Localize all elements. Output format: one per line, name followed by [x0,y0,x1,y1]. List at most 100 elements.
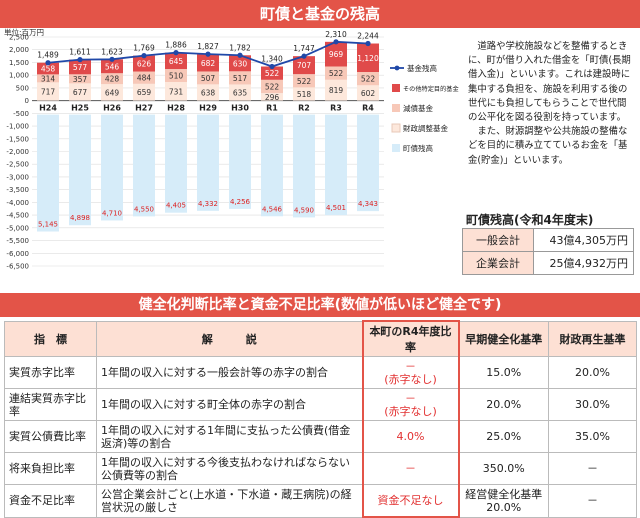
fund-bar [293,87,315,101]
indicator-description: 1年間の収入に対する町全体の赤字の割合 [96,388,363,421]
x-tick-label: R3 [330,104,342,113]
table-row: 資金不足比率 公営企業会計ごと(上水道・下水道・蔵王病院)の経営状況の厳しさ 資… [4,484,637,518]
fund-bar-label: 522 [297,77,312,86]
x-tick-label: H30 [231,104,249,113]
fund-bar [37,74,59,83]
debt-label: 4,550 [134,205,154,213]
early-standard-value: 20.0% [486,500,522,514]
fund-bar [165,82,187,101]
fund-total-label: 2,310 [325,30,347,39]
balance-row: 企業会計 25億4,932万円 [462,251,634,275]
ratio-table: 指 標 解 説 本町のR4年度比率 早期健全化基準 財政再生基準 実質赤字比率 … [4,320,637,518]
fund-bar [197,84,219,101]
description-paragraph-1: 道路や学校施設などを整備するときに、町が借り入れた借金を「町債(長期借入金)」と… [468,41,631,124]
fund-bar-label: 484 [137,74,152,83]
fund-total-point [45,60,51,66]
fund-total-point [237,52,243,58]
fund-bar-label: 428 [105,75,120,84]
balance-row: 一般会計 43億4,305万円 [462,228,634,252]
debt-label: 4,898 [70,214,90,222]
town-ratio: － [361,452,460,485]
balance-table: 一般会計 43億4,305万円 企業会計 25億4,932万円 [462,228,634,275]
fund-bar-label: 507 [201,74,216,83]
fund-bar [101,84,123,101]
fund-bar-label: 717 [41,87,56,96]
legend-label: その他特定目的基金 [403,85,459,93]
balance-label: 企業会計 [462,251,534,275]
fund-bar-label: 546 [105,62,120,71]
y-tick-label: -1,500 [6,135,29,143]
rebuild-standard: － [548,452,637,485]
fund-bar-label: 1,120 [357,54,379,63]
fund-total-label: 1,769 [133,44,155,53]
legend-swatch [391,123,401,133]
fund-bar [37,82,59,101]
fund-bar [197,54,219,72]
fund-bar [325,41,347,67]
y-tick-label: 2,500 [9,34,29,42]
fund-bar [133,83,155,101]
legend-label: 基金残高 [407,63,437,73]
fund-bar [325,66,347,80]
legend-label: 町債残高 [403,143,433,153]
early-standard: 350.0% [458,452,549,485]
fund-total-label: 1,827 [197,42,219,51]
x-tick-label: H28 [167,104,185,113]
fund-bar [133,71,155,84]
fund-bar-label: 602 [361,89,376,98]
y-tick-label: -1,000 [6,123,29,131]
fund-bar-label: 522 [329,69,344,78]
early-standard-label: 経営健全化基準 [465,487,543,501]
fund-bar-label: 645 [169,57,184,66]
fund-total-point [365,40,371,47]
fund-bar-label: 638 [201,88,216,97]
y-tick-label: 500 [16,84,29,92]
y-tick-label: -4,500 [6,212,29,220]
y-tick-label: -4,000 [6,199,29,207]
fund-total-point [301,53,307,59]
town-ratio-note: (赤字なし) [384,372,437,386]
fund-total-point [269,63,275,70]
debt-label: 4,590 [294,206,314,214]
rebuild-standard: 20.0% [548,356,637,389]
fund-bar-label: 577 [73,63,88,72]
x-tick-label: R1 [266,104,278,113]
fund-bar-label: 659 [137,88,152,97]
fund-total-label: 1,886 [165,41,187,50]
x-tick-label: H25 [71,104,89,113]
fund-total-label: 2,244 [357,32,379,41]
balance-label: 一般会計 [462,228,534,252]
y-tick-label: -3,000 [6,173,29,181]
debt-label: 4,256 [230,198,251,206]
debt-label: 4,343 [358,200,378,208]
fund-bar [165,69,187,83]
fund-bar-label: 635 [233,89,248,98]
indicator-name: 連結実質赤字比率 [4,388,97,421]
fund-bar-label: 522 [265,69,280,78]
fund-bar [325,79,347,101]
fund-total-point [109,56,115,62]
fund-total-point [77,57,83,63]
fund-total-label: 1,782 [229,43,251,52]
ratio-header-row: 指 標 解 説 本町のR4年度比率 早期健全化基準 財政再生基準 [4,320,637,357]
indicator-description: 1年間の収入に対する今後支払わなければならない公債費等の割合 [96,452,363,485]
legend-swatch [392,84,400,92]
fund-total-point [173,50,179,56]
fund-total-label: 1,340 [261,55,283,64]
y-tick-label: -5,000 [6,224,29,232]
y-tick-label: -6,500 [6,263,29,271]
fund-bar [261,93,283,101]
y-axis-label: 単位:百万円 [4,28,44,37]
fund-bar-label: 522 [265,82,280,91]
debt-label: 4,710 [102,209,122,217]
fund-bar [261,66,283,80]
table-row: 連結実質赤字比率 1年間の収入に対する町全体の赤字の割合 － (赤字なし) 20.… [4,388,637,421]
fund-total-label: 1,489 [37,51,59,60]
indicator-description: 1年間の収入に対する一般会計等の赤字の割合 [96,356,363,389]
early-standard: 25.0% [458,420,549,453]
balance-value: 25億4,932万円 [533,251,634,275]
fund-bar [261,79,283,94]
fund-total-point [141,52,147,59]
fund-bar-label: 969 [329,50,344,59]
